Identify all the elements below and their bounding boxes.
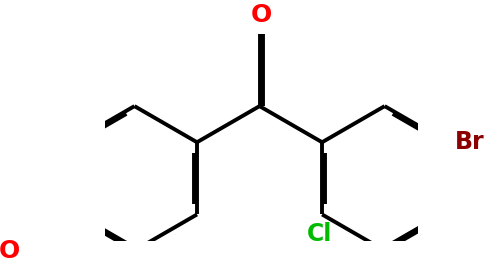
Text: O: O — [0, 238, 20, 263]
Text: Br: Br — [454, 130, 483, 154]
Text: Cl: Cl — [306, 222, 332, 246]
Text: O: O — [250, 3, 272, 27]
